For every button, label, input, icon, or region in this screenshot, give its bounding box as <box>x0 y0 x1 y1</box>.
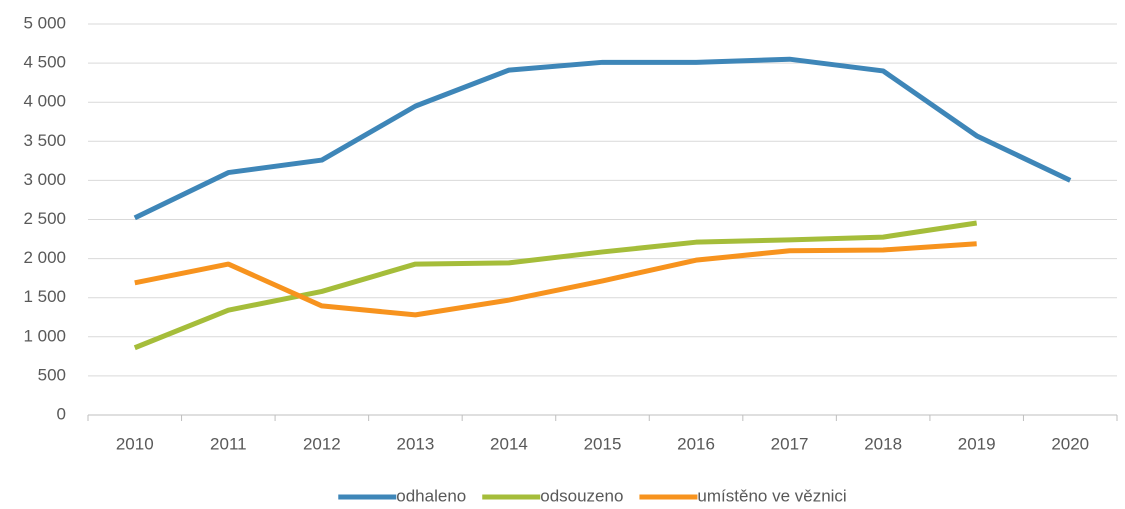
x-tick-label: 2014 <box>490 434 528 453</box>
series-line <box>133 220 978 351</box>
x-tick-label: 2016 <box>677 434 715 453</box>
y-tick-label: 5 000 <box>23 13 66 32</box>
x-tick-label: 2020 <box>1051 434 1089 453</box>
series-line <box>134 241 977 318</box>
y-tick-label: 1 000 <box>23 326 66 345</box>
x-tick-label: 2011 <box>210 434 247 453</box>
y-tick-label: 3 000 <box>23 170 66 189</box>
x-tick-label: 2019 <box>958 434 996 453</box>
y-tick-label: 1 500 <box>23 287 66 306</box>
x-tick-label: 2010 <box>116 434 154 453</box>
y-tick-label: 4 500 <box>23 53 66 72</box>
y-tick-label: 500 <box>38 365 66 384</box>
x-tick-label: 2013 <box>396 434 434 453</box>
y-tick-label: 4 000 <box>23 92 66 111</box>
x-tick-label: 2015 <box>584 434 622 453</box>
legend-label: odsouzeno <box>540 486 623 505</box>
x-tick-label: 2018 <box>864 434 902 453</box>
x-tick-label: 2017 <box>771 434 809 453</box>
y-tick-label: 3 500 <box>23 131 66 150</box>
y-tick-label: 0 <box>57 404 66 423</box>
series-line <box>133 56 1072 221</box>
y-tick-label: 2 500 <box>23 209 66 228</box>
legend-label: umístěno ve věznici <box>697 486 846 505</box>
legend-label: odhaleno <box>396 486 466 505</box>
x-tick-label: 2012 <box>303 434 341 453</box>
y-tick-label: 2 000 <box>23 248 66 267</box>
